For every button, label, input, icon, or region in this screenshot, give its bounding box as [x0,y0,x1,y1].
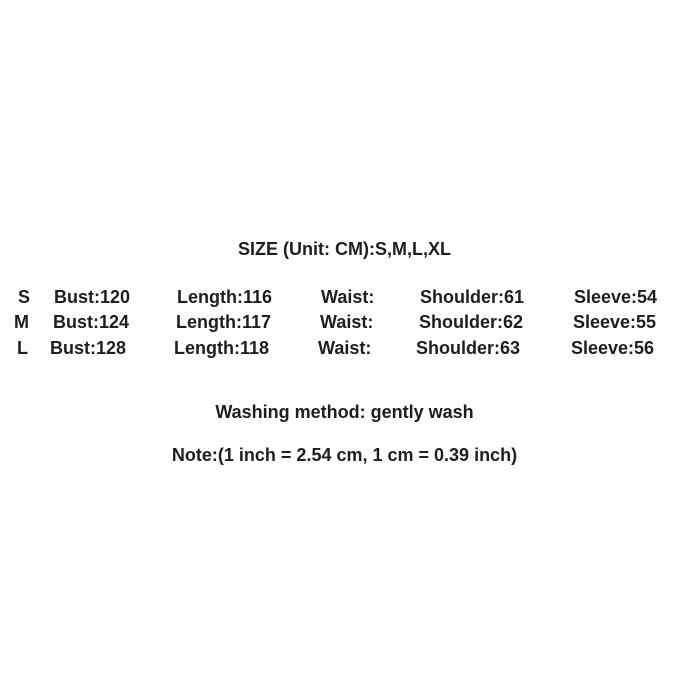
length-value: Length:118 [174,338,270,358]
length-value: Length:117 [176,312,272,332]
size-label: L [17,338,28,358]
sleeve-value: Sleeve:56 [571,338,655,358]
waist-value: Waist: [320,312,374,332]
conversion-note: Note:(1 inch = 2.54 cm, 1 cm = 0.39 inch… [171,445,518,465]
length-value: Length:116 [177,287,273,307]
waist-value: Waist: [318,338,372,358]
sleeve-value: Sleeve:54 [574,287,658,307]
shoulder-value: Shoulder:62 [419,312,524,332]
size-title: SIZE (Unit: CM):S,M,L,XL [238,239,451,259]
size-label: S [18,287,31,307]
bust-value: Bust:124 [53,312,130,332]
shoulder-value: Shoulder:61 [420,287,525,307]
bust-value: Bust:120 [54,287,131,307]
size-label: M [14,312,29,332]
bust-value: Bust:128 [50,338,127,358]
sleeve-value: Sleeve:55 [573,312,657,332]
washing-method: Washing method: gently wash [215,402,474,422]
shoulder-value: Shoulder:63 [416,338,521,358]
waist-value: Waist: [321,287,375,307]
